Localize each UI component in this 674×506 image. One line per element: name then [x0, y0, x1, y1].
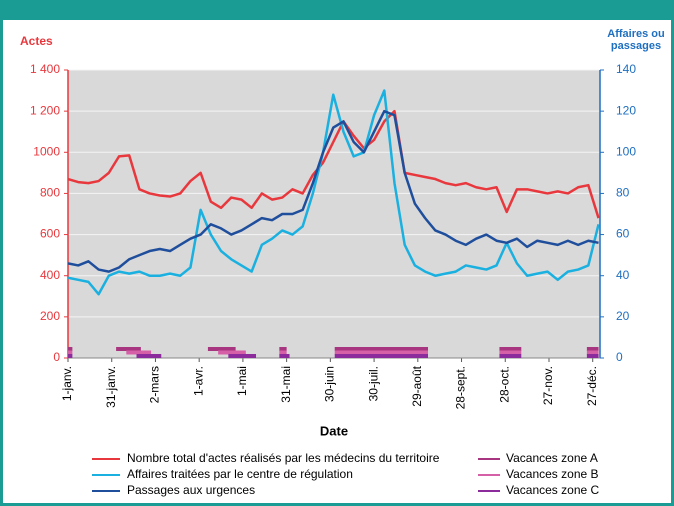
legend-label: Vacances zone A: [506, 451, 598, 465]
y-tick-label: 0: [53, 350, 60, 364]
vacation-band: [279, 347, 287, 351]
legend-label: Nombre total d'actes réalisés par les mé…: [127, 451, 440, 465]
vacation-band: [207, 347, 236, 351]
vacation-band: [279, 354, 290, 358]
y2-axis-title: Affaires ou: [607, 28, 664, 40]
y2-tick-label: 40: [616, 268, 630, 282]
x-tick-label: 28-oct.: [497, 366, 511, 403]
y2-tick-label: 20: [616, 309, 630, 323]
vacation-band: [334, 350, 429, 355]
vacation-band: [68, 350, 73, 355]
y-tick-label: 1000: [33, 144, 60, 158]
plot-area: [68, 70, 600, 358]
series-line: [67, 89, 600, 296]
x-tick-label: 29-août: [410, 365, 424, 406]
legend-label: Passages aux urgences: [127, 483, 255, 497]
vacation-band: [279, 350, 287, 355]
x-tick-label: 2-mars: [148, 366, 162, 403]
y-tick-label: 200: [40, 309, 60, 323]
vacation-band: [68, 354, 73, 358]
y2-tick-label: 140: [616, 62, 636, 76]
series-line: [67, 109, 599, 273]
x-tick-label: 1-janv.: [60, 366, 74, 401]
y2-tick-label: 60: [616, 227, 630, 241]
x-axis-title: Date: [320, 423, 348, 438]
vacation-band: [586, 354, 599, 358]
vacation-band: [218, 350, 246, 355]
series-line: [67, 109, 600, 219]
vacation-band: [228, 354, 257, 358]
y2-tick-label: 0: [616, 350, 623, 364]
legend-label: Vacances zone C: [506, 483, 599, 497]
legend-label: Affaires traitées par le centre de régul…: [127, 467, 353, 481]
x-tick-label: 31-mai: [279, 366, 293, 403]
y-axis-title: Actes: [20, 34, 53, 48]
legend-label: Vacances zone B: [506, 467, 599, 481]
x-tick-label: 27-déc.: [585, 366, 599, 406]
x-tick-label: 28-sept.: [454, 366, 468, 409]
vacation-band: [499, 347, 522, 351]
y-tick-label: 800: [40, 186, 60, 200]
vacation-band: [499, 354, 522, 358]
vacation-band: [334, 354, 429, 358]
x-tick-label: 27-nov.: [541, 366, 555, 405]
x-tick-label: 1-mai: [235, 366, 249, 396]
y2-tick-label: 80: [616, 186, 630, 200]
vacation-band: [68, 347, 73, 351]
y2-tick-label: 120: [616, 103, 636, 117]
y-tick-label: 400: [40, 268, 60, 282]
x-tick-label: 30-juin: [323, 366, 337, 402]
vacation-band: [586, 350, 599, 355]
y-tick-label: 1 400: [30, 62, 60, 76]
y2-tick-label: 100: [616, 144, 636, 158]
vacation-band: [499, 350, 522, 355]
vacation-band: [126, 350, 152, 355]
y-tick-label: 600: [40, 227, 60, 241]
vacation-band: [116, 347, 141, 351]
vacation-band: [334, 347, 429, 351]
x-tick-label: 31-janv.: [104, 366, 118, 408]
x-tick-label: 1-avr.: [191, 366, 205, 396]
header-band: [0, 0, 674, 20]
y-tick-label: 1 200: [30, 103, 60, 117]
vacation-band: [136, 354, 162, 358]
x-tick-label: 30-juil.: [366, 366, 380, 401]
vacation-band: [586, 347, 599, 351]
y2-axis-title: passages: [611, 40, 661, 52]
